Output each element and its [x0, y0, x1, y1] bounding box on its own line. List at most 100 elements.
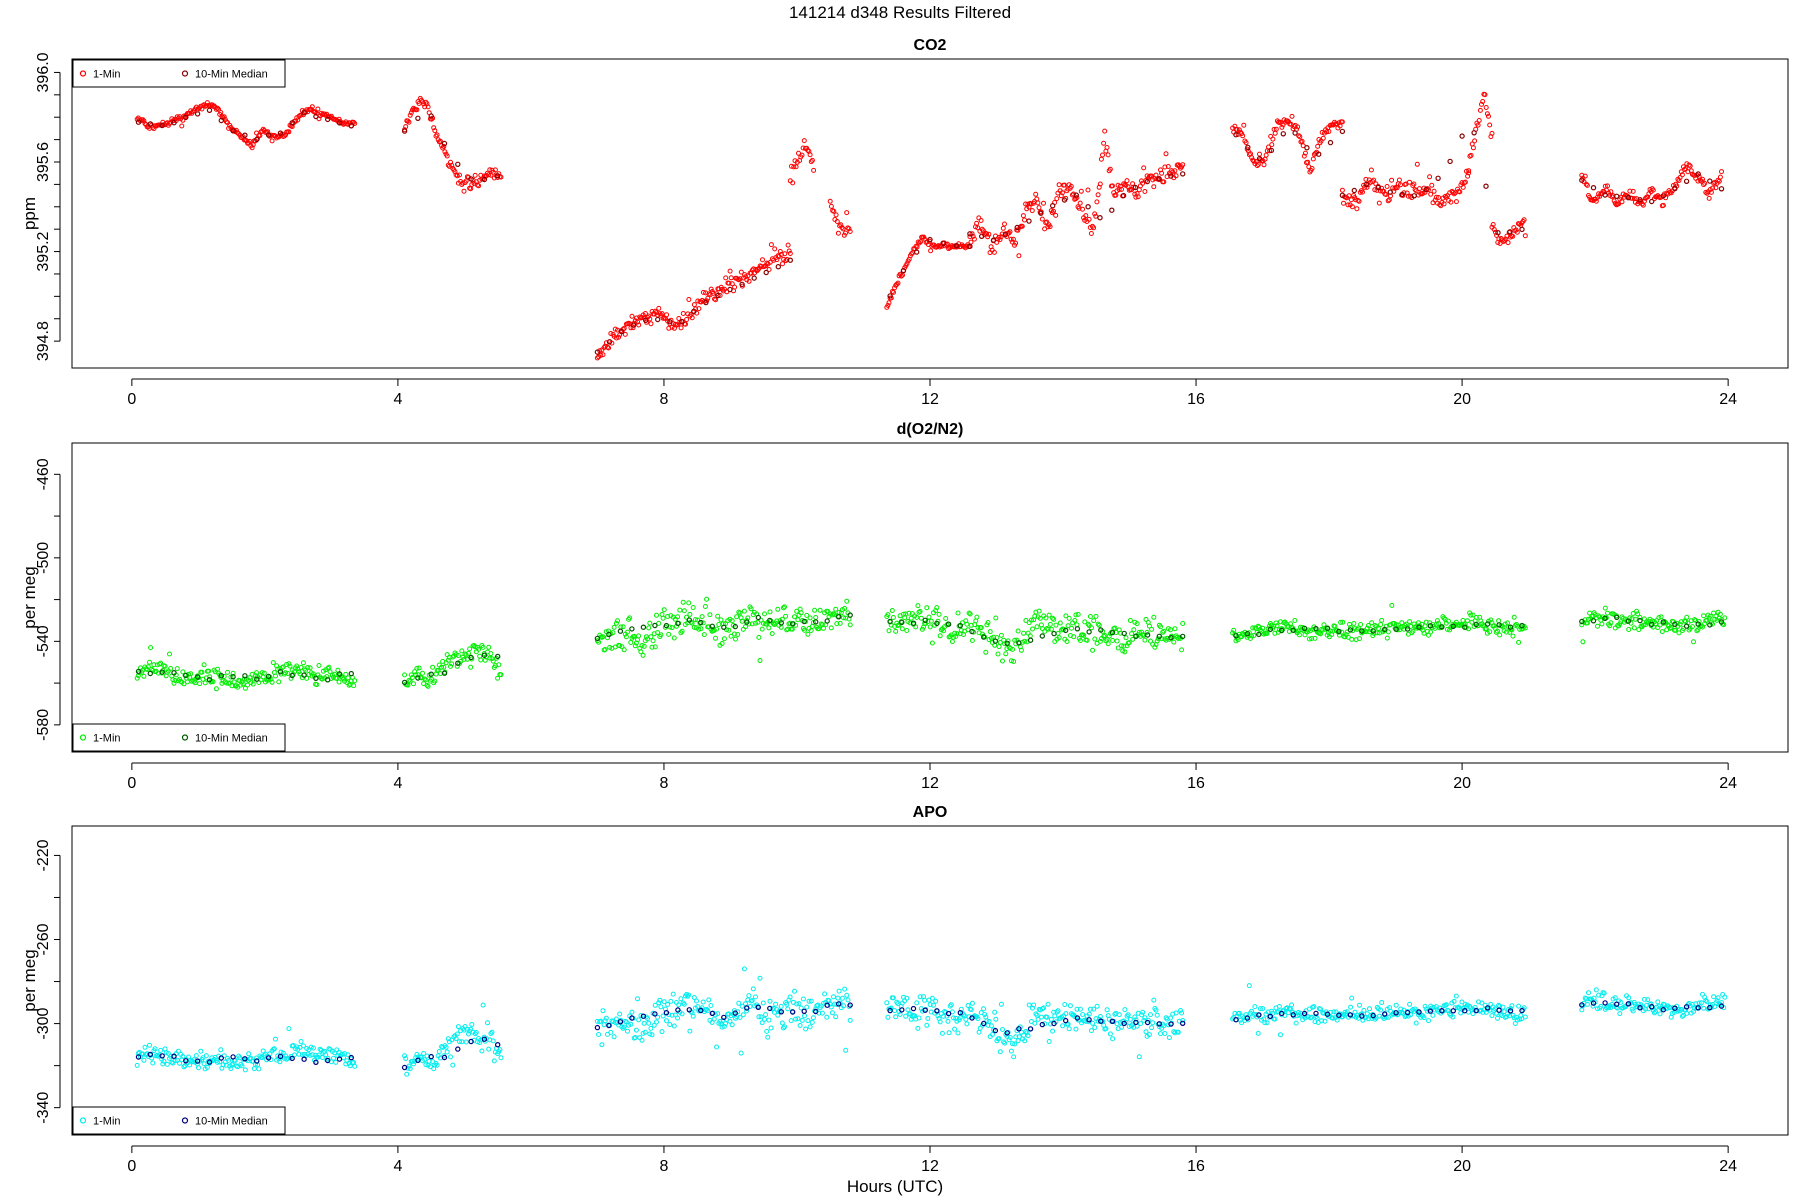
minute-point [633, 1027, 639, 1033]
minute-point [261, 670, 267, 676]
minute-point [839, 995, 845, 1001]
minute-point [403, 1056, 409, 1061]
minute-point [1059, 190, 1065, 196]
median-point [1416, 624, 1422, 630]
median-point [1625, 1001, 1632, 1007]
minute-point [1352, 1009, 1358, 1015]
minute-point [1178, 1008, 1183, 1013]
minute-point [744, 1008, 750, 1014]
minute-point [1081, 632, 1087, 638]
median-point [1579, 177, 1585, 183]
minute-point [160, 1061, 166, 1067]
minute-point [1618, 999, 1624, 1005]
minute-point [986, 231, 992, 237]
minute-point [1413, 1020, 1419, 1026]
minute-point [1034, 624, 1040, 630]
minute-point [968, 1007, 974, 1013]
minute-point [1460, 184, 1466, 190]
legend: 1-Min 10-Min Median [72, 59, 286, 88]
y-tick-label: -300 [35, 1007, 52, 1039]
median-point [194, 1058, 201, 1064]
minute-point [1274, 623, 1280, 629]
minute-point [1042, 1021, 1048, 1027]
minute-point [1442, 193, 1448, 199]
minute-point [480, 1002, 486, 1008]
minute-point [441, 144, 447, 149]
median-point [1073, 192, 1080, 198]
minute-point [1319, 129, 1325, 135]
minute-point [804, 1004, 810, 1010]
minute-point [1234, 127, 1240, 132]
minute-point [768, 1025, 774, 1031]
minute-point [721, 636, 727, 642]
median-point [401, 1064, 408, 1071]
median-point [940, 240, 947, 246]
minute-point [1710, 185, 1715, 191]
minute-point [610, 1019, 616, 1025]
y-tick-label: -540 [35, 625, 52, 657]
x-tick-label: 20 [1453, 775, 1471, 792]
minute-point [441, 664, 447, 670]
minute-point [828, 1004, 834, 1010]
minute-point [1701, 1005, 1707, 1011]
minute-point [700, 620, 706, 626]
minute-point [1580, 639, 1586, 645]
minute-point [223, 680, 229, 686]
minute-point [1023, 201, 1029, 207]
minute-point [1482, 92, 1488, 98]
minute-point [1132, 191, 1138, 197]
minute-point [689, 315, 695, 321]
minute-point [758, 264, 764, 269]
minute-point [1261, 631, 1267, 637]
minute-point [1007, 1035, 1013, 1040]
minute-point [1379, 1000, 1385, 1005]
minute-point [1514, 229, 1520, 235]
minute-point [1041, 1005, 1047, 1011]
minute-point [707, 612, 713, 618]
minute-point [696, 626, 702, 632]
x-tick-label: 0 [127, 775, 136, 792]
minute-point [315, 106, 321, 112]
minute-point [986, 1019, 992, 1024]
minute-point [841, 615, 846, 621]
minute-point [1500, 1004, 1506, 1010]
minute-point [1427, 174, 1433, 180]
minute-point [780, 605, 786, 611]
panel-title: d(O2/N2) [897, 421, 964, 438]
minute-point [1429, 182, 1435, 188]
minute-point [325, 665, 331, 671]
minute-point [1583, 996, 1589, 1002]
minute-point [1689, 624, 1695, 630]
minute-point [1010, 236, 1016, 242]
minute-point [807, 615, 813, 621]
minute-point [831, 611, 836, 617]
minute-point [1095, 621, 1101, 627]
minute-point [1133, 1017, 1139, 1023]
minute-point [828, 625, 834, 631]
minute-point [1703, 189, 1709, 195]
minute-point [1102, 128, 1108, 134]
minute-point [314, 682, 320, 688]
median-point [675, 620, 681, 627]
minute-point [1630, 188, 1636, 194]
minute-point [935, 1013, 941, 1019]
x-tick-label: 12 [921, 391, 939, 408]
minute-point [1472, 1005, 1478, 1010]
median-point [1683, 623, 1690, 629]
minute-point [1260, 625, 1266, 631]
minute-point [937, 633, 943, 639]
minute-point [324, 674, 330, 680]
minute-point [667, 1022, 673, 1027]
minute-point [1041, 200, 1046, 206]
minute-point [757, 658, 763, 663]
minute-point [709, 1020, 715, 1025]
minute-point [945, 1018, 951, 1024]
minute-point [794, 1001, 800, 1007]
minute-point [759, 1020, 765, 1026]
minute-point [889, 608, 895, 613]
median-point [1244, 631, 1251, 637]
minute-point [996, 644, 1002, 650]
minute-point [1250, 625, 1256, 631]
median-point [1363, 181, 1370, 188]
minute-point [1013, 240, 1019, 246]
